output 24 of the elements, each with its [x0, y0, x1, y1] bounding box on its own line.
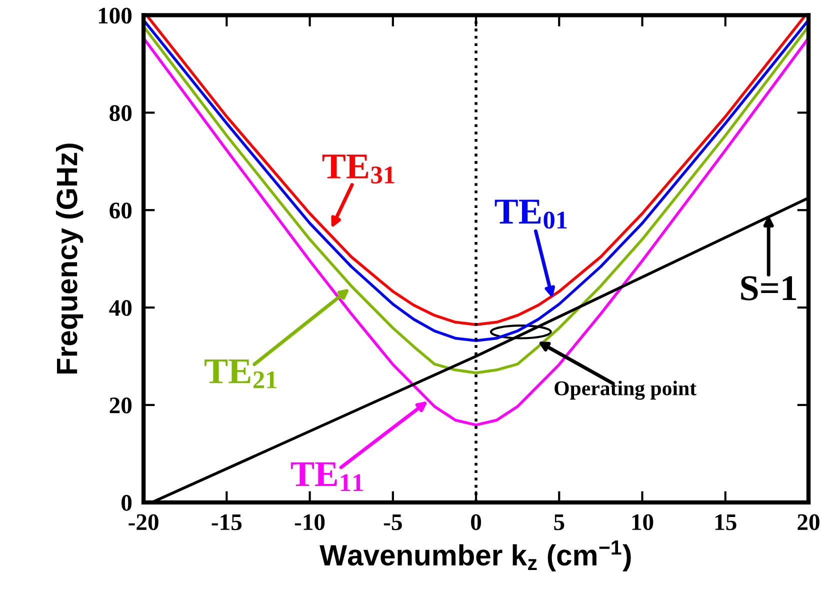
annotation: TE$_{11}$	[291, 462, 363, 491]
y-tick-label: 40	[109, 300, 132, 316]
y-tick-label: 100	[98, 8, 132, 24]
x-tick-label: -5	[384, 514, 402, 530]
annotation: Operating point	[554, 380, 696, 400]
x-tick-label: 15	[715, 514, 736, 530]
y-axis-title: Frequency (GHz)	[56, 144, 84, 374]
x-tick-label: 5	[554, 514, 564, 530]
x-tick-label: -15	[212, 514, 242, 530]
annotation: TE$_{01}$	[494, 200, 567, 229]
x-axis-title: Wavenumber k$_{z}$ (cm$^{−1}$)	[320, 540, 631, 572]
line-series	[144, 36, 808, 426]
y-tick-label: 0	[122, 494, 132, 511]
annotation: TE$_{21}$	[204, 360, 276, 388]
x-tick-label: 10	[632, 514, 654, 530]
x-tick-label: 0	[471, 514, 482, 530]
annotation: S=1	[741, 276, 796, 300]
x-tick-label: 20	[798, 514, 820, 530]
y-tick-label: 80	[110, 105, 132, 122]
x-tick-label: -10	[294, 514, 325, 530]
annotation: TE$_{31}$	[322, 154, 394, 184]
y-tick-label: 20	[110, 397, 132, 414]
y-tick-label: 60	[110, 202, 132, 219]
x-tick-label: -20	[128, 514, 158, 530]
